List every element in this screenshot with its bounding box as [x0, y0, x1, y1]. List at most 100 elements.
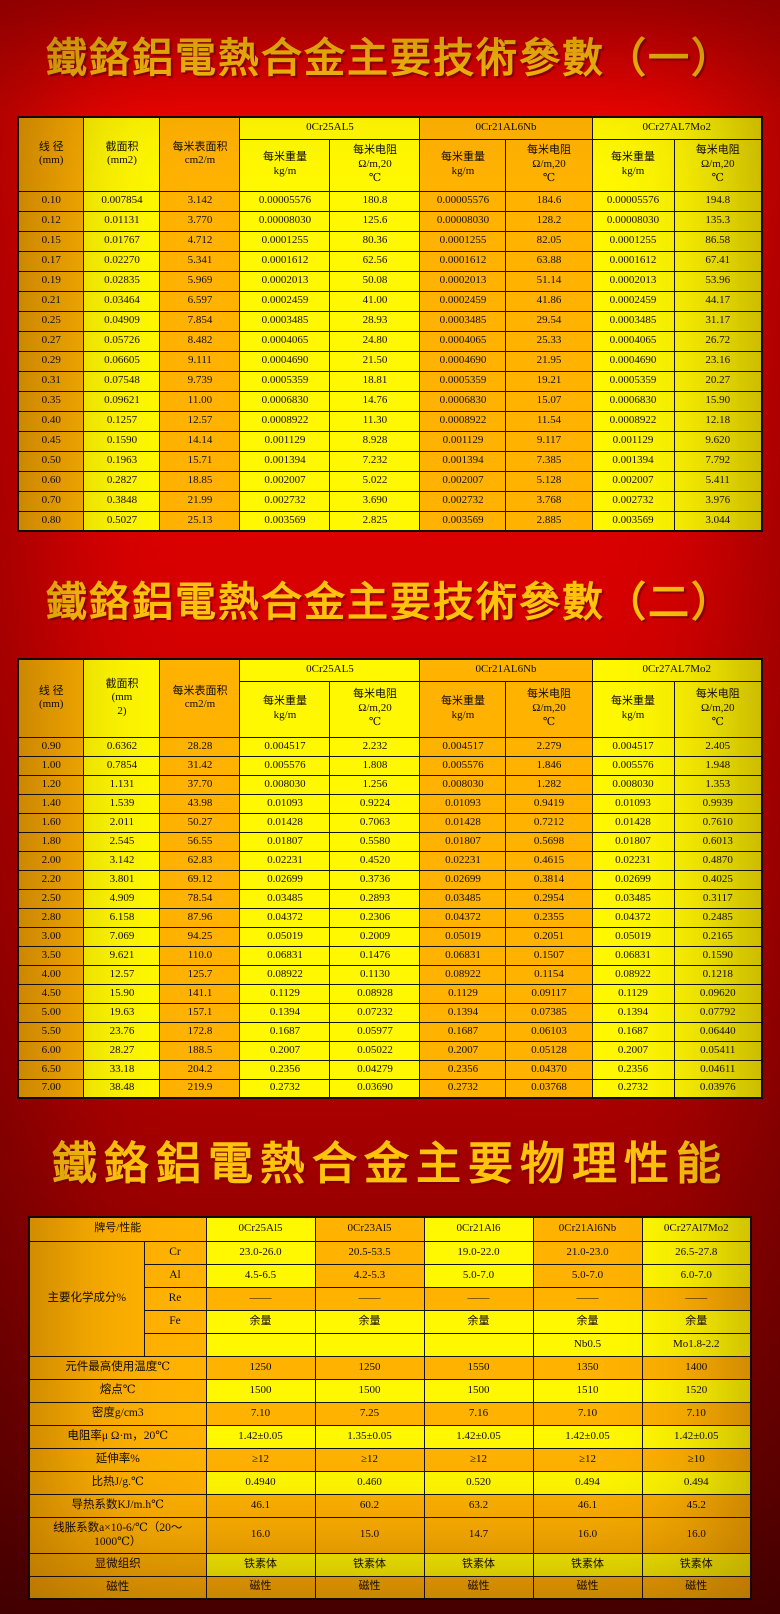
cell: 0.2954: [505, 888, 593, 909]
table-row: 2.20 3.801 69.12 0.02699 0.3736 0.02699 0.3814…: [17, 869, 763, 890]
cell: 67.41: [673, 250, 763, 272]
cell: 0.2007: [239, 1040, 331, 1061]
cell: 46.1: [205, 1493, 316, 1518]
cell: 5.00: [17, 1002, 85, 1023]
table-row: 1.80 2.545 56.55 0.01807 0.5580 0.01807 0.5698…: [17, 831, 763, 852]
cell: ≥12: [205, 1447, 316, 1472]
cell: 8.482: [159, 330, 241, 352]
cell: 0.2827: [83, 470, 161, 492]
cell: 24.80: [329, 330, 421, 352]
cell: 0.4615: [505, 850, 593, 871]
cell: 82.05: [505, 230, 593, 252]
cell: 1350: [532, 1355, 643, 1380]
cell: 1.00: [17, 755, 85, 776]
cell: 1.256: [329, 774, 421, 795]
cell: 0.494: [641, 1470, 752, 1495]
table-row: 显微组织 铁素体 铁素体 铁素体 铁素体 铁素体: [28, 1552, 752, 1577]
cell: 0.6013: [673, 831, 763, 852]
cell: 0.008030: [419, 774, 507, 795]
cell: 7.16: [423, 1401, 534, 1426]
cell: 7.854: [159, 310, 241, 332]
cell: 7.00: [17, 1078, 85, 1099]
cell: 0.0004065: [419, 330, 507, 352]
table-header: 线 径 (mm) 截面积 (mm2) 每米表面积 cm2/m 0Cr25AL5 …: [17, 116, 763, 192]
cell: 0.5027: [83, 510, 161, 532]
cell: 3.142: [83, 850, 161, 871]
cell: ≥12: [532, 1447, 643, 1472]
cell: 0.03485: [239, 888, 331, 909]
group-header-alloy-2: 0Cr21AL6Nb: [419, 116, 593, 140]
cell: 37.70: [159, 774, 241, 795]
cell: 0.10: [17, 190, 85, 212]
cell: 余量: [205, 1309, 316, 1334]
cell: 0.06103: [505, 1021, 593, 1042]
cell: 0.80: [17, 510, 85, 532]
cell: 18.85: [159, 470, 241, 492]
cell: 0.07548: [83, 370, 161, 392]
table-row: 1.00 0.7854 31.42 0.005576 1.808 0.005576 1.84…: [17, 755, 763, 776]
cell: 15.90: [83, 983, 161, 1004]
cell: 0.002732: [239, 490, 331, 512]
cell: 0.1687: [239, 1021, 331, 1042]
cell: 0.4940: [205, 1470, 316, 1495]
cell: 0.7854: [83, 755, 161, 776]
table-body: 0.10 0.007854 3.142 0.00005576 180.8 0.000055…: [17, 190, 763, 532]
cell: 0.31: [17, 370, 85, 392]
col-header-alloy-5: 0Cr27Al7Mo2: [641, 1216, 752, 1242]
cell: 12.57: [159, 410, 241, 432]
table-row: 0.90 0.6362 28.28 0.004517 2.232 0.004517 2.27…: [17, 736, 763, 757]
cell: 128.2: [505, 210, 593, 232]
cell: 0.460: [314, 1470, 425, 1495]
cell: 219.9: [159, 1078, 241, 1099]
cell: 19.63: [83, 1002, 161, 1023]
table-row: 3.00 7.069 94.25 0.05019 0.2009 0.05019 0.2051…: [17, 926, 763, 947]
table-row: 6.00 28.27 188.5 0.2007 0.05022 0.2007 0.05128…: [17, 1040, 763, 1061]
cell: 0.1257: [83, 410, 161, 432]
table-row: 0.19 0.02835 5.969 0.0002013 50.08 0.0002013 5…: [17, 270, 763, 292]
cell: 6.597: [159, 290, 241, 312]
cell: 0.01093: [591, 793, 675, 814]
cell: 0.2355: [505, 907, 593, 928]
cell: 53.96: [673, 270, 763, 292]
cell: 1.353: [673, 774, 763, 795]
cell: 172.8: [159, 1021, 241, 1042]
table-row: 密度g/cm3 7.10 7.25 7.16 7.10 7.10: [28, 1401, 752, 1426]
col-header-resistance: 每米电阻 Ω/m,20 ℃: [505, 680, 593, 738]
cell: ——: [205, 1286, 316, 1311]
cell: 38.48: [83, 1078, 161, 1099]
cell: 0.19: [17, 270, 85, 292]
cell: 0.1687: [591, 1021, 675, 1042]
cell: 0.0004690: [419, 350, 507, 372]
cell: 1500: [205, 1378, 316, 1403]
table-physical-properties: 牌号/性能 0Cr25Al5 0Cr23Al5 0Cr21Al6 0Cr21Al…: [28, 1216, 752, 1600]
cell: 14.7: [423, 1516, 534, 1554]
cell: 0.3117: [673, 888, 763, 909]
cell: 50.27: [159, 812, 241, 833]
cell: 0.02270: [83, 250, 161, 272]
table-row: 1.20 1.131 37.70 0.008030 1.256 0.008030 1.282…: [17, 774, 763, 795]
cell: 余量: [314, 1309, 425, 1334]
cell: 0.0001255: [239, 230, 331, 252]
cell: 45.2: [641, 1493, 752, 1518]
cell: 0.001129: [591, 430, 675, 452]
cell: 0.0005359: [239, 370, 331, 392]
cell: 0.2051: [505, 926, 593, 947]
table-row: 5.50 23.76 172.8 0.1687 0.05977 0.1687 0.06103…: [17, 1021, 763, 1042]
cell: 0.0001255: [591, 230, 675, 252]
cell: 0.005576: [239, 755, 331, 776]
cell: 0.04279: [329, 1059, 421, 1080]
cell: 6.158: [83, 907, 161, 928]
cell: 0.21: [17, 290, 85, 312]
cell: 余量: [532, 1309, 643, 1334]
cell: 0.17: [17, 250, 85, 272]
cell: 0.00005576: [419, 190, 507, 212]
col-header-resistance: 每米电阻 Ω/m,20 ℃: [329, 138, 421, 192]
cell: 0.9939: [673, 793, 763, 814]
cell: 0.2306: [329, 907, 421, 928]
table-row: 0.40 0.1257 12.57 0.0008922 11.30 0.0008922 11…: [17, 410, 763, 432]
table-row: 4.50 15.90 141.1 0.1129 0.08928 0.1129 0.09117…: [17, 983, 763, 1004]
cell: 0.0002459: [239, 290, 331, 312]
cell: 0.05019: [419, 926, 507, 947]
cell: 4.00: [17, 964, 85, 985]
cell: 0.004517: [591, 736, 675, 757]
